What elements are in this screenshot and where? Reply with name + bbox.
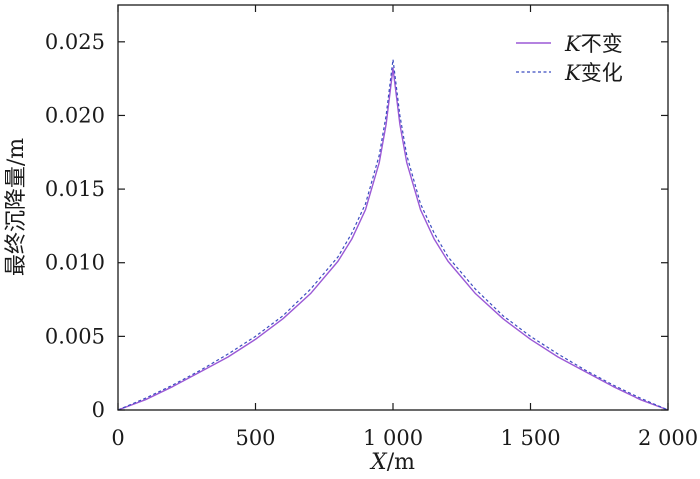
x-axis-var: X: [369, 450, 388, 475]
series-line-k-constant: [117, 67, 669, 411]
x-tick-label: 500: [235, 426, 275, 450]
y-axis-label: 最终沉降量/m: [4, 138, 29, 276]
ticks-layer: 0 500 1 000 1 500 2 000 0 0.005 0.010 0.015 0.020…: [45, 5, 698, 450]
y-tick-label: 0.020: [45, 103, 105, 127]
legend-text-k-constant: 不变: [581, 32, 623, 56]
legend-var-k-varying: K: [564, 61, 582, 85]
y-tick-label: 0.015: [45, 177, 105, 201]
x-axis-label: X/m: [369, 450, 415, 475]
legend: K不变 K变化: [516, 32, 623, 85]
x-tick-label: 0: [111, 426, 124, 450]
series-line-k-varying: [117, 58, 669, 411]
x-tick-label: 1 000: [363, 426, 423, 450]
y-tick-label: 0.025: [45, 30, 105, 54]
legend-label-k-constant: K不变: [564, 32, 623, 56]
x-tick-label: 1 500: [500, 426, 560, 450]
y-tick-label: 0.005: [45, 324, 105, 348]
legend-var-k-constant: K: [564, 32, 582, 56]
x-tick-label: 2 000: [638, 426, 698, 450]
series-layer: [117, 58, 669, 411]
y-tick-label: 0: [92, 398, 105, 422]
x-axis-unit: /m: [387, 450, 415, 475]
legend-label-k-varying: K变化: [564, 61, 623, 85]
y-tick-label: 0.010: [45, 251, 105, 275]
legend-text-k-varying: 变化: [581, 61, 623, 85]
